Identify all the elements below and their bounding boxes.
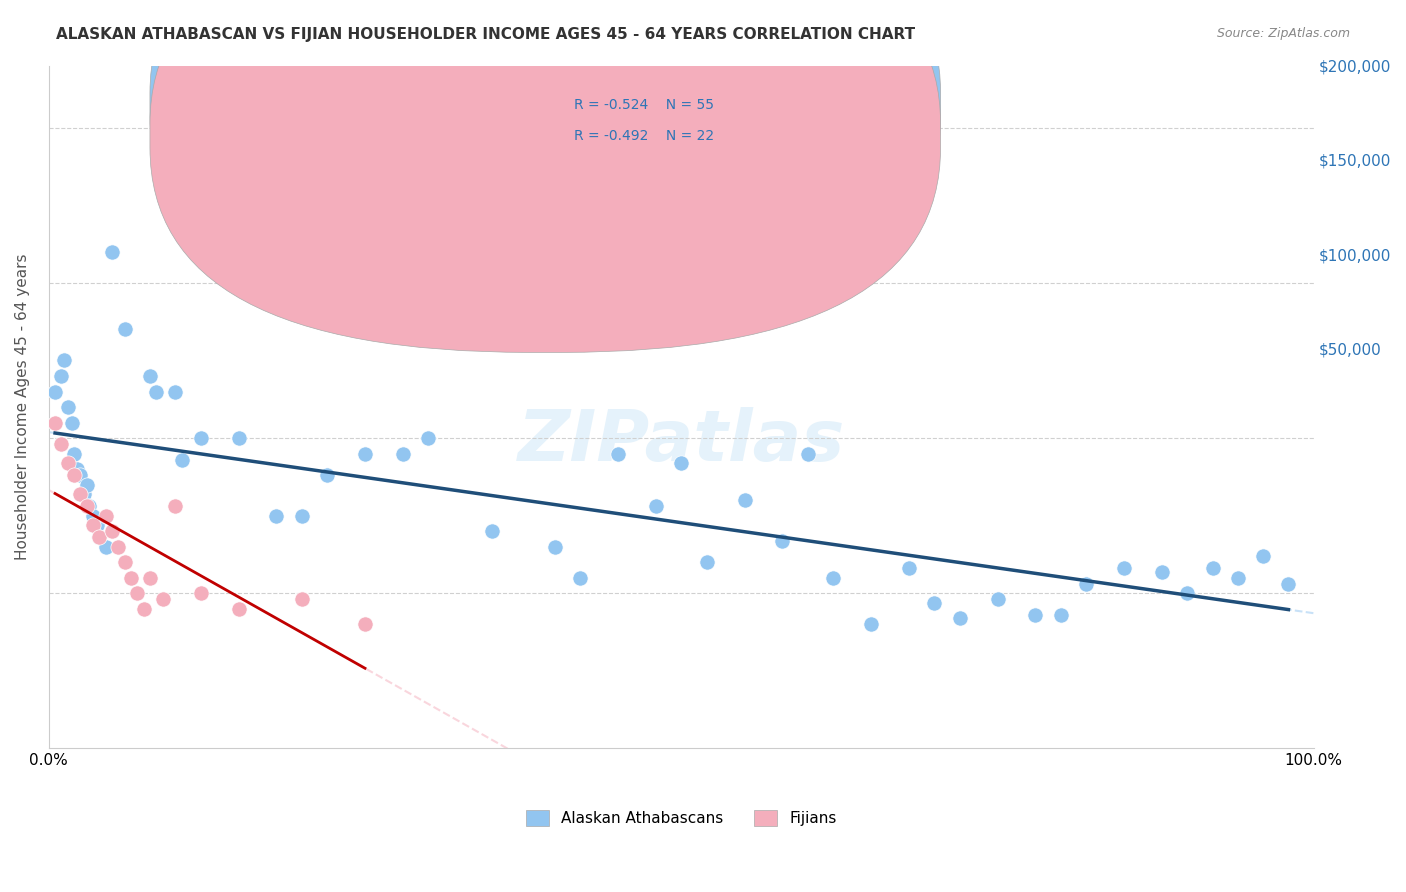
Point: [76, 500, 98, 514]
Legend: Alaskan Athabascans, Fijians: Alaskan Athabascans, Fijians: [520, 804, 842, 832]
Point: [120, 571, 142, 585]
Point: [170, 452, 193, 467]
Point: [797, 447, 820, 461]
Point: [645, 500, 668, 514]
Point: [51, 369, 73, 384]
Point: [139, 571, 162, 585]
Text: ALASKAN ATHABASCAN VS FIJIAN HOUSEHOLDER INCOME AGES 45 - 64 YEARS CORRELATION C: ALASKAN ATHABASCAN VS FIJIAN HOUSEHOLDER…: [56, 27, 915, 42]
Point: [291, 508, 314, 523]
Point: [354, 447, 377, 461]
FancyBboxPatch shape: [505, 79, 883, 161]
Point: [1277, 577, 1299, 591]
Point: [69, 487, 91, 501]
Point: [63, 447, 86, 461]
Point: [127, 586, 149, 600]
Point: [1112, 561, 1135, 575]
Point: [56, 456, 79, 470]
Point: [696, 555, 718, 569]
Text: Source: ZipAtlas.com: Source: ZipAtlas.com: [1216, 27, 1350, 40]
Text: ZIPatlas: ZIPatlas: [517, 407, 845, 475]
Point: [63, 468, 86, 483]
Point: [354, 617, 377, 632]
Point: [1201, 561, 1223, 575]
Point: [52, 353, 75, 368]
Point: [859, 617, 882, 632]
FancyBboxPatch shape: [150, 0, 941, 322]
Point: [139, 369, 162, 384]
Point: [1251, 549, 1274, 563]
Point: [86, 518, 108, 533]
Point: [948, 611, 970, 625]
Point: [1226, 571, 1249, 585]
Point: [228, 602, 250, 616]
Point: [73, 487, 96, 501]
Point: [671, 456, 693, 470]
Point: [772, 533, 794, 548]
Point: [1150, 565, 1173, 579]
Point: [392, 447, 415, 461]
Point: [569, 571, 592, 585]
Point: [291, 592, 314, 607]
Point: [82, 518, 104, 533]
Point: [77, 500, 100, 514]
Point: [82, 508, 104, 523]
Point: [69, 468, 91, 483]
Point: [228, 431, 250, 445]
Point: [114, 555, 136, 569]
Point: [44, 384, 66, 399]
Point: [44, 416, 66, 430]
Point: [145, 384, 167, 399]
Point: [60, 416, 83, 430]
Point: [1175, 586, 1198, 600]
Point: [316, 468, 339, 483]
Point: [1074, 577, 1097, 591]
Point: [1024, 607, 1046, 622]
Point: [101, 524, 124, 539]
Point: [165, 384, 187, 399]
Point: [266, 508, 288, 523]
Y-axis label: Householder Income Ages 45 - 64 years: Householder Income Ages 45 - 64 years: [15, 254, 30, 560]
Point: [152, 592, 174, 607]
Point: [986, 592, 1008, 607]
Point: [101, 244, 124, 259]
Point: [823, 571, 845, 585]
Point: [89, 530, 111, 544]
Point: [165, 500, 187, 514]
Point: [89, 530, 111, 544]
Point: [51, 437, 73, 451]
Point: [922, 596, 945, 610]
Point: [76, 477, 98, 491]
Point: [94, 508, 117, 523]
Point: [1049, 607, 1071, 622]
Text: R = -0.492    N = 22: R = -0.492 N = 22: [574, 129, 714, 143]
Point: [94, 540, 117, 554]
Point: [897, 561, 920, 575]
Point: [607, 447, 630, 461]
Point: [544, 540, 567, 554]
Point: [734, 493, 756, 508]
Point: [418, 431, 440, 445]
Point: [190, 431, 212, 445]
Point: [132, 602, 155, 616]
Text: R = -0.524    N = 55: R = -0.524 N = 55: [574, 98, 714, 112]
Point: [56, 400, 79, 414]
Point: [114, 322, 136, 336]
Point: [65, 462, 87, 476]
Point: [190, 586, 212, 600]
Point: [107, 540, 129, 554]
FancyBboxPatch shape: [150, 0, 941, 352]
Point: [481, 524, 503, 539]
